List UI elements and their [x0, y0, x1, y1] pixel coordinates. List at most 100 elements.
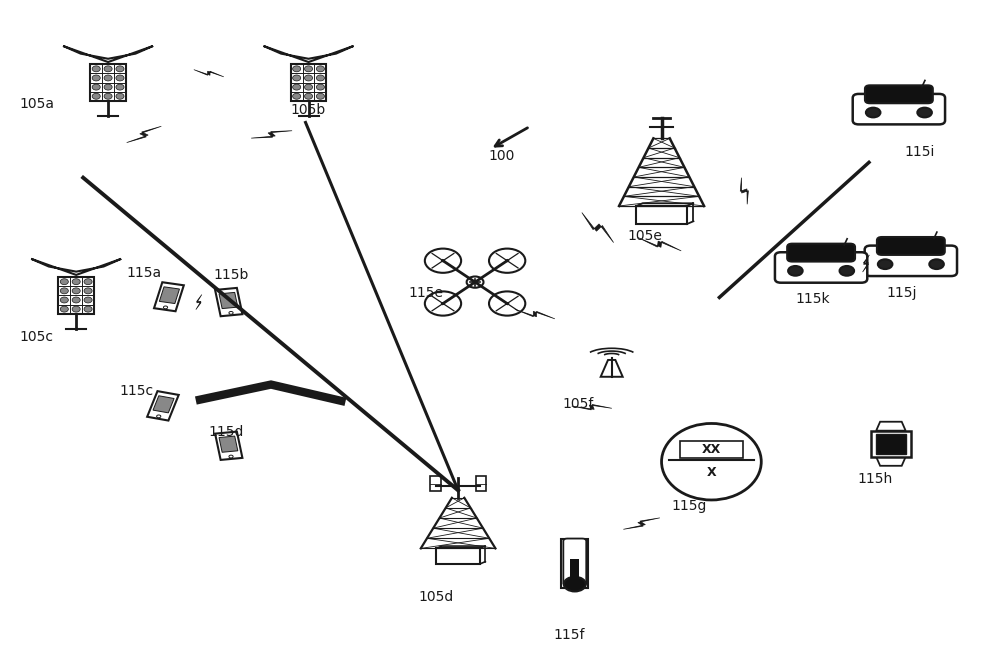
Ellipse shape [84, 288, 92, 294]
Ellipse shape [104, 66, 112, 71]
Polygon shape [219, 436, 238, 452]
Circle shape [441, 259, 445, 262]
Ellipse shape [304, 94, 313, 100]
Text: 115b: 115b [214, 269, 249, 283]
Text: 100: 100 [488, 149, 514, 163]
Ellipse shape [316, 66, 324, 71]
Circle shape [157, 415, 161, 418]
Polygon shape [601, 360, 623, 377]
Text: XX: XX [702, 444, 721, 456]
Ellipse shape [72, 288, 80, 294]
Polygon shape [215, 288, 242, 316]
Circle shape [866, 108, 880, 118]
Polygon shape [196, 295, 202, 309]
Text: 105d: 105d [418, 590, 453, 604]
FancyBboxPatch shape [563, 538, 586, 585]
FancyBboxPatch shape [430, 476, 441, 491]
Polygon shape [127, 126, 161, 142]
FancyBboxPatch shape [876, 434, 906, 454]
Polygon shape [876, 457, 906, 466]
FancyBboxPatch shape [58, 277, 94, 314]
Ellipse shape [293, 84, 301, 90]
Circle shape [505, 259, 509, 262]
Polygon shape [863, 255, 869, 272]
Ellipse shape [84, 306, 92, 312]
Polygon shape [515, 309, 555, 319]
Ellipse shape [662, 424, 761, 500]
Ellipse shape [60, 288, 68, 294]
Text: 115h: 115h [857, 472, 892, 486]
Circle shape [505, 302, 509, 305]
Text: 115i: 115i [905, 146, 935, 160]
Ellipse shape [116, 66, 124, 71]
Polygon shape [159, 287, 179, 303]
FancyBboxPatch shape [291, 64, 326, 101]
Circle shape [840, 266, 854, 276]
FancyBboxPatch shape [90, 64, 126, 101]
Circle shape [929, 259, 944, 269]
Ellipse shape [72, 297, 80, 303]
Circle shape [163, 306, 168, 309]
Ellipse shape [316, 84, 324, 90]
FancyBboxPatch shape [436, 548, 480, 564]
Polygon shape [623, 518, 660, 529]
Text: 115g: 115g [672, 498, 707, 512]
Text: 115k: 115k [795, 292, 830, 306]
Ellipse shape [116, 84, 124, 90]
Ellipse shape [72, 279, 80, 285]
Text: 115a: 115a [126, 266, 161, 280]
Polygon shape [582, 212, 614, 242]
Text: X: X [707, 466, 716, 479]
FancyBboxPatch shape [877, 237, 945, 255]
Ellipse shape [304, 84, 313, 90]
FancyBboxPatch shape [865, 86, 933, 104]
Polygon shape [153, 395, 174, 413]
FancyBboxPatch shape [561, 538, 588, 588]
Ellipse shape [60, 297, 68, 303]
Text: 105b: 105b [291, 103, 326, 117]
FancyBboxPatch shape [636, 206, 687, 224]
Text: 105e: 105e [628, 228, 663, 242]
Ellipse shape [92, 75, 100, 81]
Circle shape [441, 302, 445, 305]
Ellipse shape [304, 75, 313, 81]
Circle shape [564, 576, 586, 591]
Text: 115f: 115f [554, 628, 585, 642]
FancyBboxPatch shape [865, 246, 957, 276]
Polygon shape [215, 432, 242, 460]
Polygon shape [264, 46, 354, 62]
Circle shape [229, 455, 233, 458]
Ellipse shape [316, 94, 324, 100]
FancyBboxPatch shape [476, 476, 486, 491]
Ellipse shape [293, 66, 301, 71]
Ellipse shape [104, 84, 112, 90]
Circle shape [425, 248, 461, 273]
Text: 105c: 105c [19, 331, 53, 344]
FancyBboxPatch shape [787, 244, 855, 262]
Circle shape [489, 248, 525, 273]
Circle shape [425, 291, 461, 315]
FancyBboxPatch shape [775, 253, 867, 283]
Polygon shape [740, 178, 748, 204]
Polygon shape [572, 404, 612, 410]
Ellipse shape [84, 279, 92, 285]
Ellipse shape [60, 306, 68, 312]
Text: 115c: 115c [119, 383, 153, 397]
Text: 115e: 115e [408, 286, 443, 300]
Text: 115j: 115j [887, 286, 917, 300]
Polygon shape [251, 131, 292, 138]
Text: 105a: 105a [19, 98, 54, 112]
Circle shape [489, 291, 525, 315]
Ellipse shape [84, 297, 92, 303]
Polygon shape [876, 422, 906, 431]
FancyBboxPatch shape [853, 94, 945, 124]
Ellipse shape [293, 75, 301, 81]
Ellipse shape [92, 94, 100, 100]
Circle shape [788, 266, 803, 276]
Circle shape [229, 311, 233, 314]
Polygon shape [638, 238, 681, 251]
Text: 105f: 105f [563, 397, 594, 411]
Ellipse shape [72, 306, 80, 312]
Polygon shape [147, 391, 179, 421]
Ellipse shape [316, 75, 324, 81]
